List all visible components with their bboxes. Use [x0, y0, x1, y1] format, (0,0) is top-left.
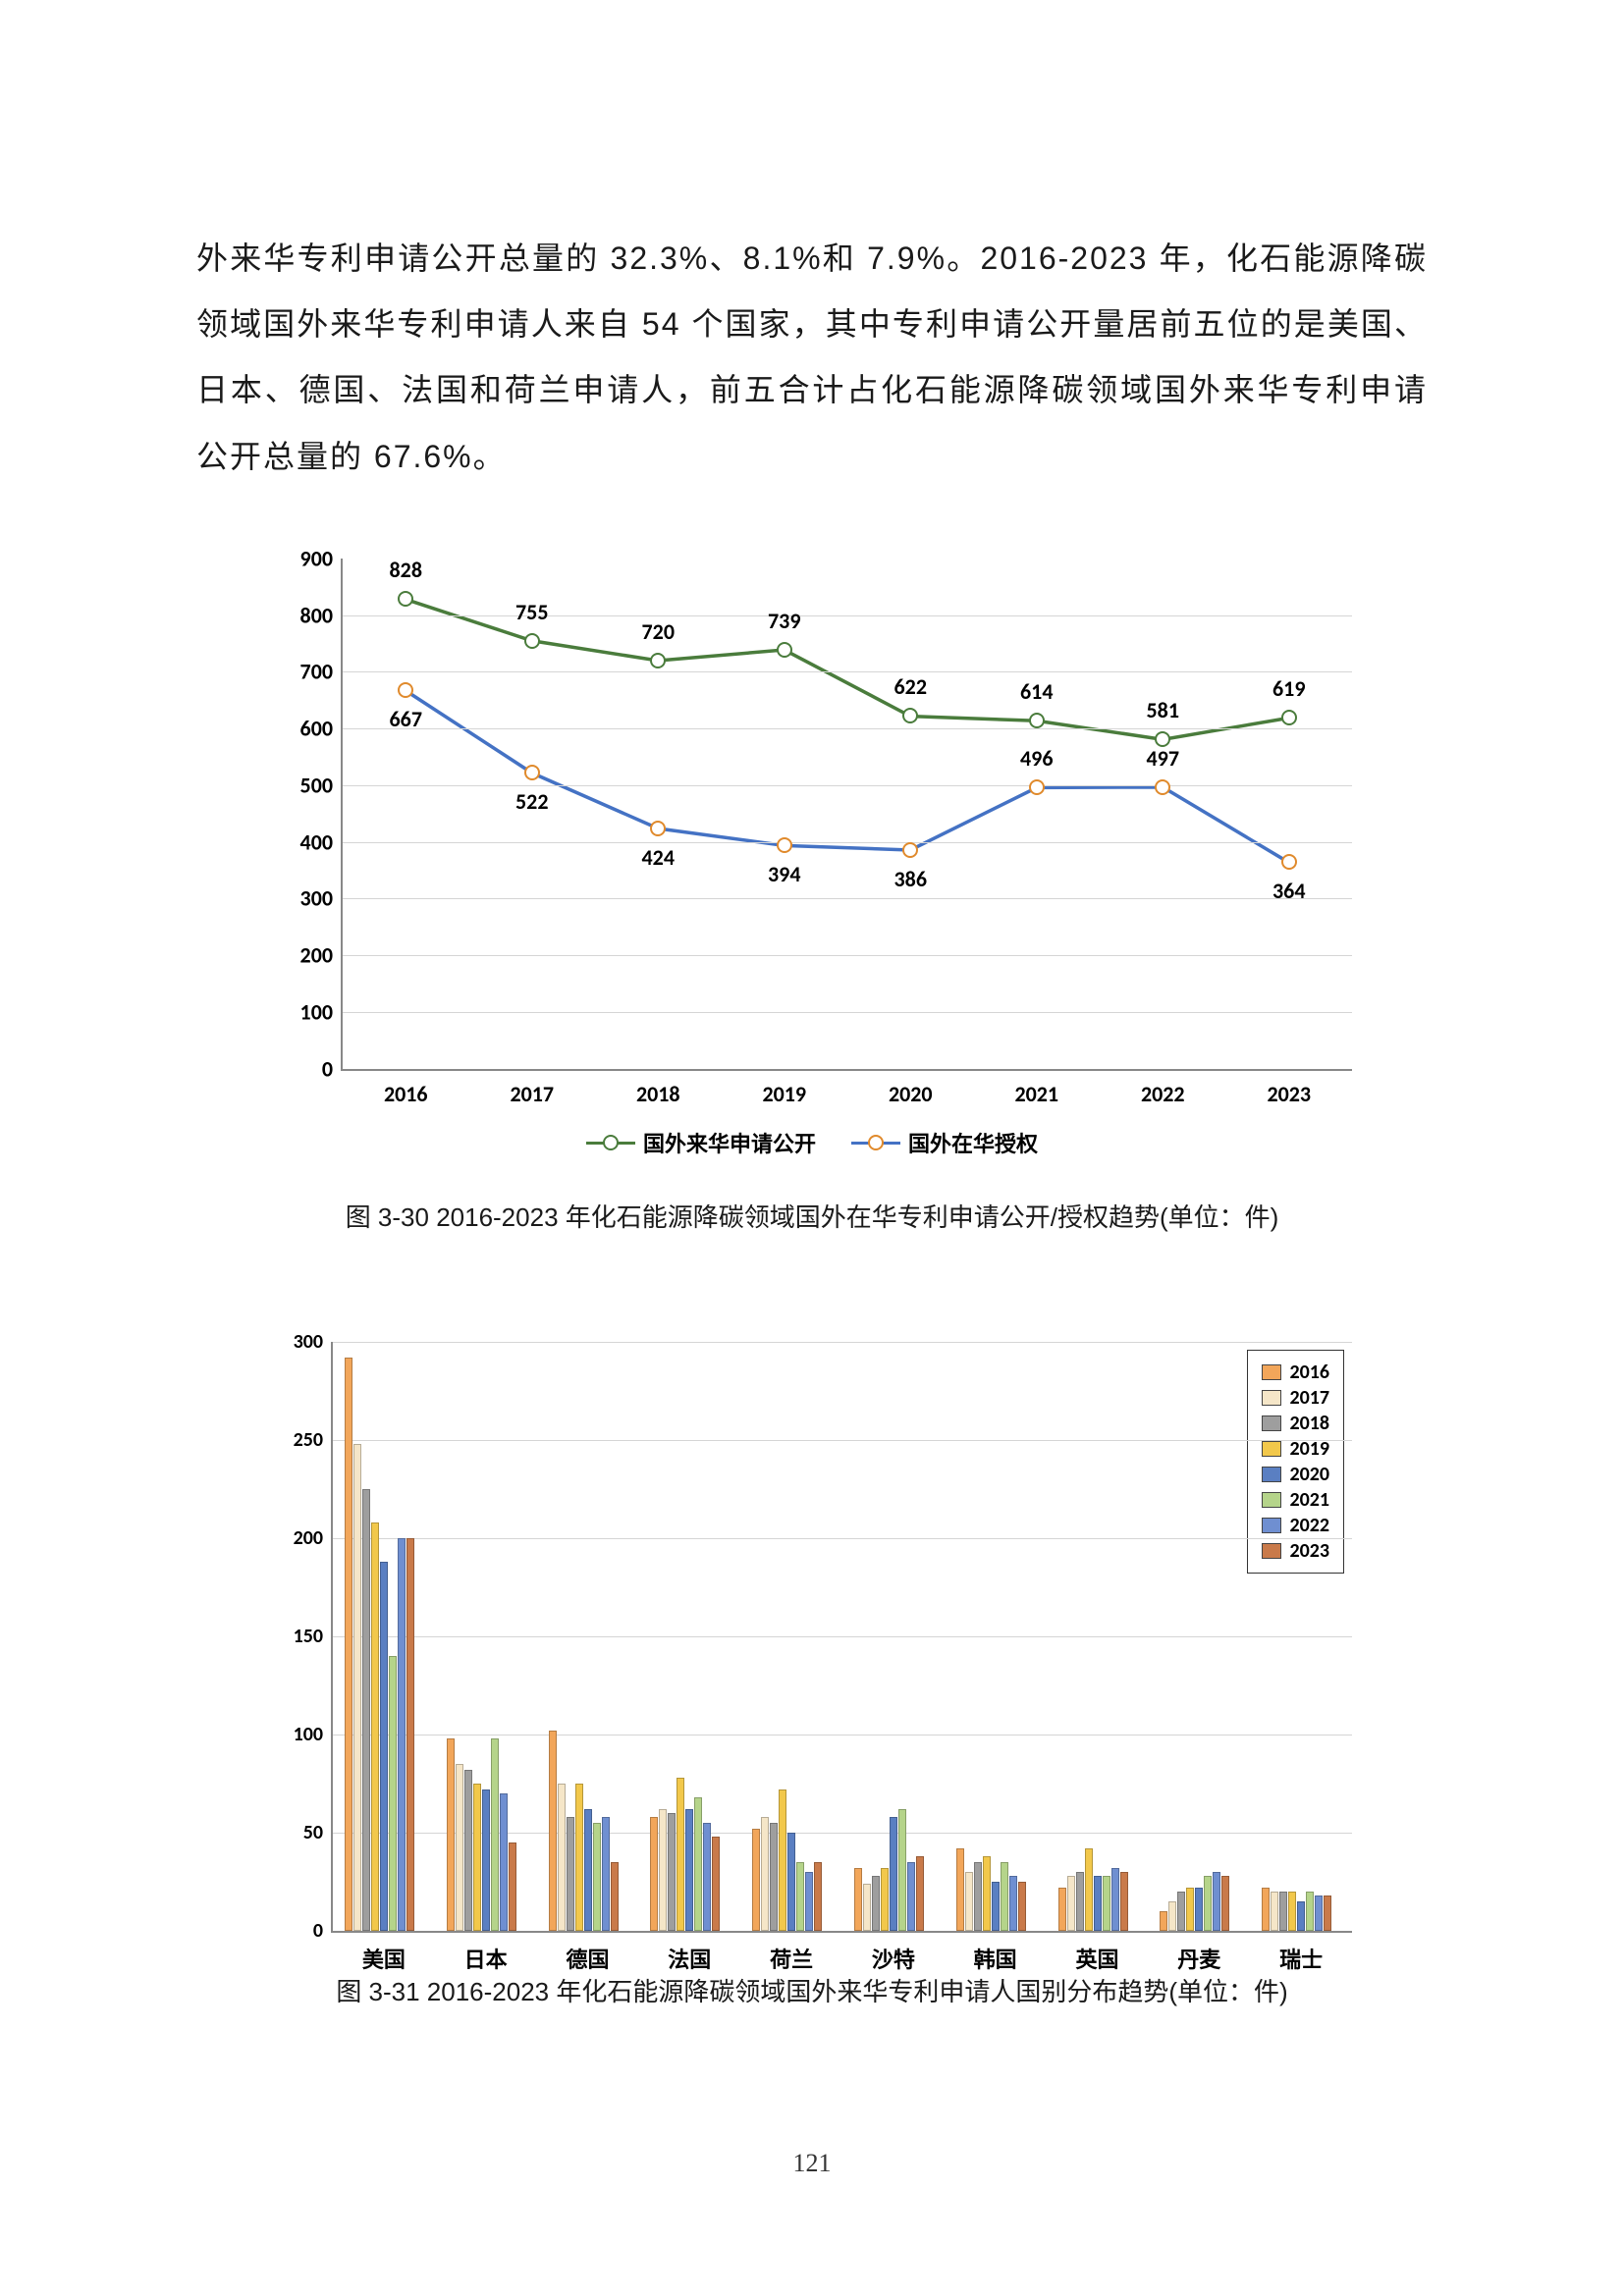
chart-3-30: 0100200300400500600700800900201620172018…: [272, 559, 1352, 1159]
page-number: 121: [0, 2149, 1624, 2178]
chart2-legend: 20162017201820192020202120222023: [1247, 1350, 1344, 1574]
caption-3-31: 图 3-31 2016-2023 年化石能源降碳领域国外来华专利申请人国别分布趋…: [196, 1972, 1428, 2008]
chart1-legend: 国外来华申请公开国外在华授权: [272, 1125, 1352, 1159]
body-paragraph: 外来华专利申请公开总量的 32.3%、8.1%和 7.9%。2016-2023 …: [196, 226, 1428, 490]
caption-3-30: 图 3-30 2016-2023 年化石能源降碳领域国外在华专利申请公开/授权趋…: [196, 1198, 1428, 1234]
chart-3-31: 20162017201820192020202120222023 0501001…: [272, 1342, 1352, 1933]
